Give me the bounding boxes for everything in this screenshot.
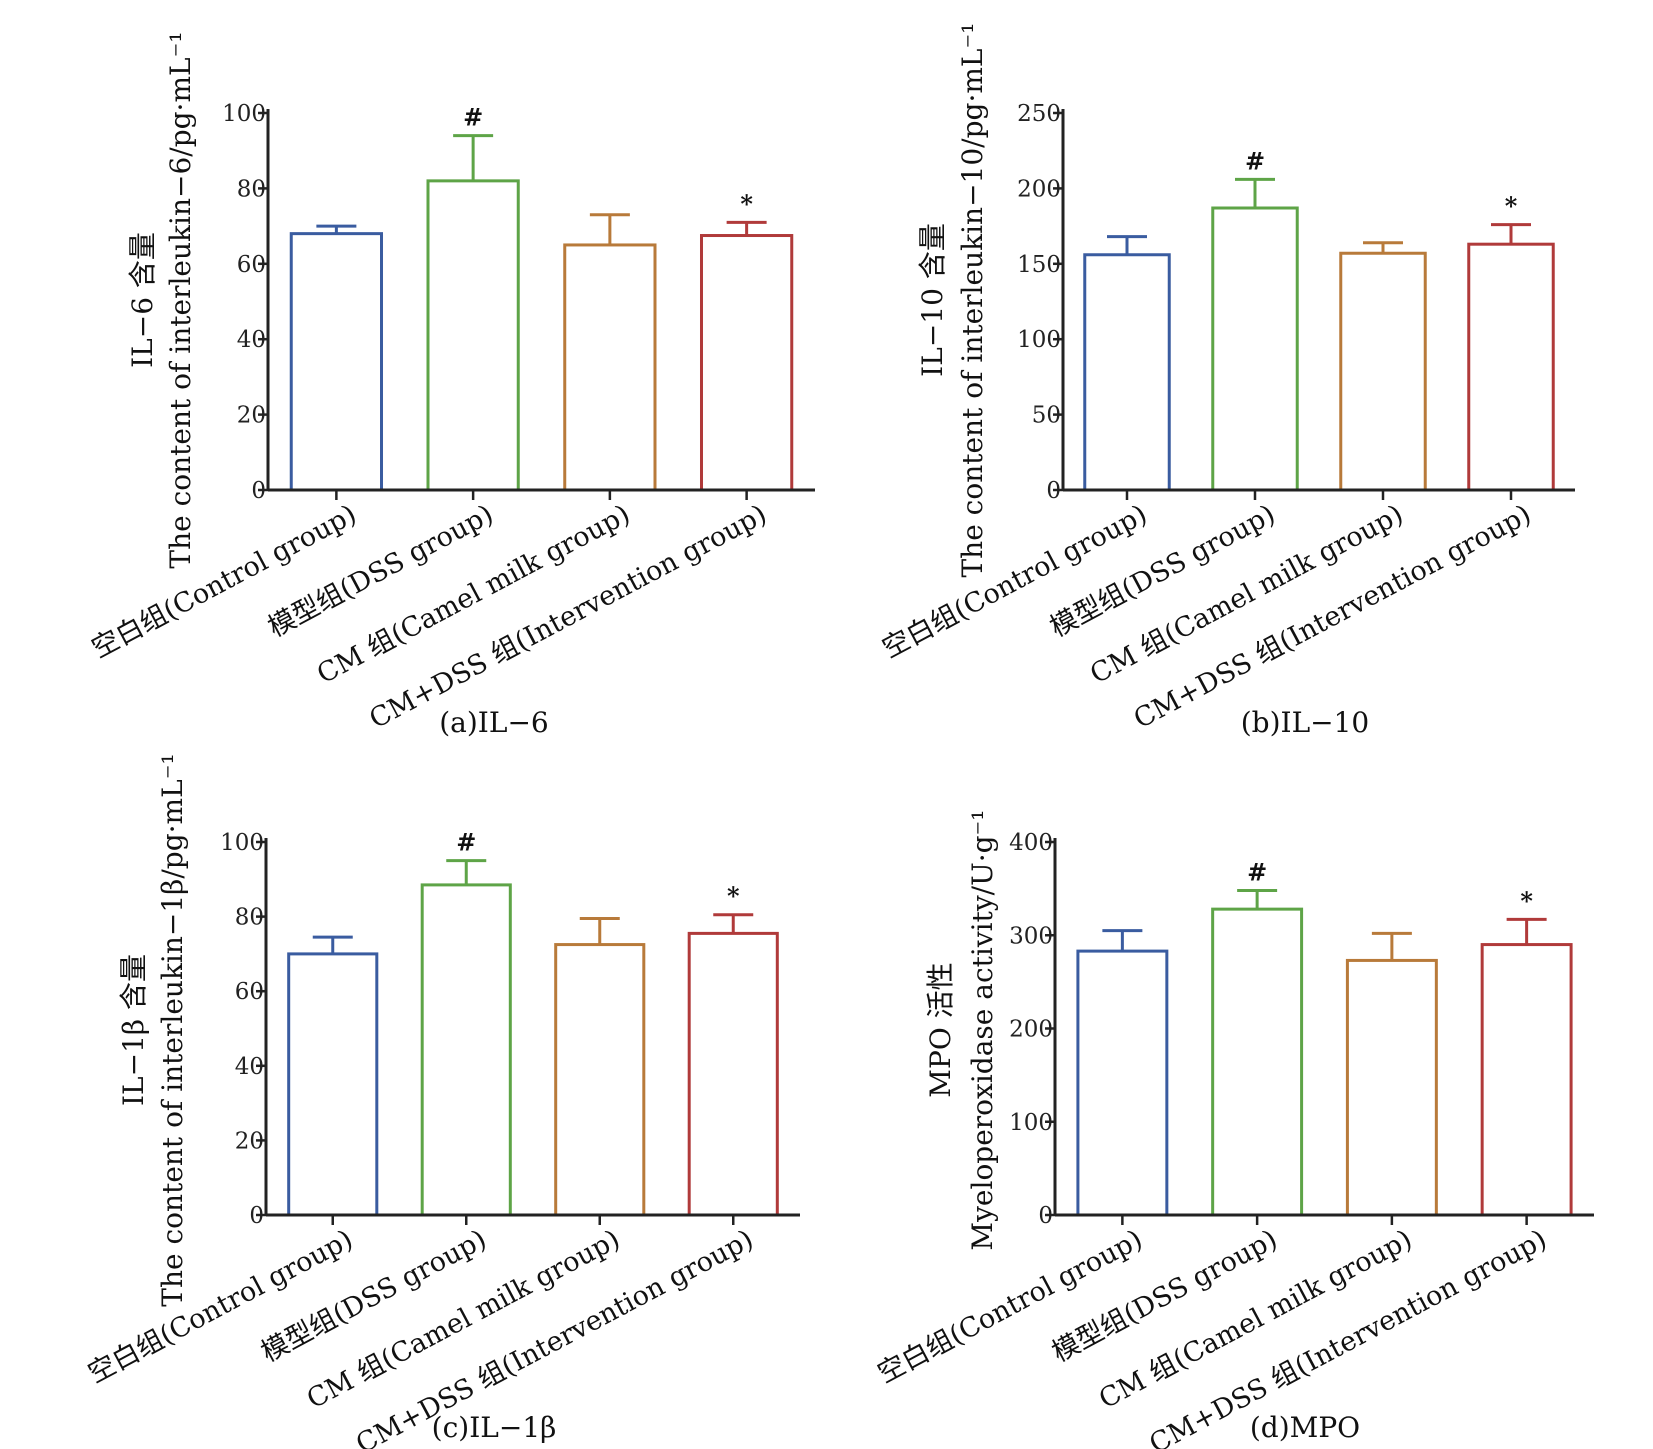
bar [287, 952, 379, 1217]
x-tick-label: 空白组(Control group) [87, 499, 362, 665]
y-tick-label: 100 [1017, 327, 1061, 353]
y-tick-label: 0 [251, 478, 266, 504]
significance-mark: # [1247, 857, 1267, 886]
bar [699, 234, 794, 492]
panel-caption: (d)MPO [1250, 1411, 1360, 1444]
y-tick-label: 400 [1009, 830, 1053, 856]
bar [420, 883, 512, 1217]
y-axis-label: IL−10 含量 [916, 223, 949, 377]
bar [426, 179, 520, 492]
panel-d-mpo: 空白组(Control group)#模型组(DSS group)CM 组(Ca… [873, 809, 1594, 1449]
x-tick-label: 模型组(DSS group) [1047, 1224, 1282, 1369]
y-tick-label: 150 [1017, 252, 1061, 278]
y-tick-label: 300 [1009, 923, 1053, 949]
y-tick-label: 0 [1038, 1203, 1053, 1229]
bar [1467, 242, 1555, 492]
bar [1083, 253, 1171, 492]
y-axis-label: IL−6 含量 [126, 232, 159, 368]
y-axis-label: The content of interleukin−10/pg·mL⁻¹ [956, 22, 989, 577]
y-axis-label: The content of interleukin−6/pg·mL⁻¹ [164, 31, 197, 568]
y-tick-label: 80 [235, 905, 264, 931]
bar [1345, 958, 1438, 1217]
y-tick-label: 100 [222, 101, 266, 127]
bar [687, 931, 779, 1217]
bar [1480, 943, 1573, 1217]
significance-mark: # [463, 103, 483, 132]
y-tick-label: 40 [235, 1054, 264, 1080]
bar [1211, 206, 1299, 492]
panel-c-il1b: 空白组(Control group)#模型组(DSS group)CM 组(Ca… [83, 753, 800, 1449]
y-tick-label: 200 [1009, 1017, 1053, 1043]
y-tick-label: 60 [237, 252, 266, 278]
y-tick-label: 200 [1017, 176, 1061, 202]
x-tick-label: 空白组(Control group) [873, 1224, 1148, 1390]
significance-mark: * [1505, 192, 1518, 221]
x-tick-label: 空白组(Control group) [83, 1224, 358, 1390]
significance-mark: # [456, 828, 476, 857]
panel-a-il6: 空白组(Control group)#模型组(DSS group)CM 组(Ca… [87, 31, 815, 739]
panel-caption: (c)IL−1β [432, 1411, 557, 1444]
y-tick-label: 0 [1046, 478, 1061, 504]
panel-caption: (a)IL−6 [439, 706, 548, 739]
y-tick-label: 50 [1032, 403, 1061, 429]
bar [289, 232, 384, 492]
y-tick-label: 0 [249, 1203, 264, 1229]
y-tick-label: 100 [1009, 1110, 1053, 1136]
significance-mark: # [1245, 146, 1265, 175]
y-axis-label: IL−1β 含量 [117, 954, 150, 1106]
y-axis-label: MPO 活性 [924, 962, 957, 1097]
y-tick-label: 40 [237, 327, 266, 353]
significance-mark: * [740, 189, 753, 218]
y-tick-label: 60 [235, 979, 264, 1005]
y-tick-label: 80 [237, 176, 266, 202]
bar [554, 943, 646, 1217]
y-axis-label: Myeloperoxidase activity/U·g⁻¹ [966, 809, 999, 1250]
x-tick-label: 模型组(DSS group) [263, 499, 498, 644]
y-axis-label: The content of interleukin−1β/pg·mL⁻¹ [156, 753, 189, 1306]
x-tick-label: 模型组(DSS group) [256, 1224, 491, 1369]
y-tick-label: 20 [237, 403, 266, 429]
panel-caption: (b)IL−10 [1241, 706, 1370, 739]
bar [1211, 907, 1304, 1217]
y-tick-label: 250 [1017, 101, 1061, 127]
bar [563, 243, 657, 492]
panel-b-il10: 空白组(Control group)#模型组(DSS group)CM 组(Ca… [877, 22, 1575, 739]
bar [1076, 949, 1169, 1217]
y-tick-label: 100 [220, 830, 264, 856]
y-tick-label: 20 [235, 1128, 264, 1154]
significance-mark: * [727, 882, 740, 911]
bar [1339, 251, 1427, 492]
significance-mark: * [1520, 886, 1533, 915]
